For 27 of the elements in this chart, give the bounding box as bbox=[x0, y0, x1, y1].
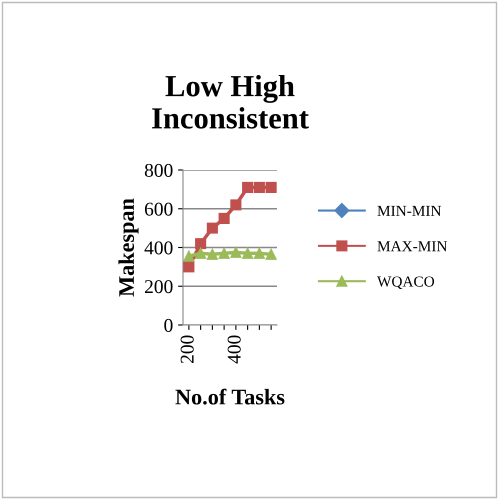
point bbox=[242, 182, 254, 193]
y-tick-label: 200 bbox=[144, 280, 173, 294]
point bbox=[183, 250, 194, 262]
point bbox=[183, 261, 194, 272]
point bbox=[230, 199, 242, 210]
point bbox=[195, 248, 206, 259]
point bbox=[195, 238, 206, 250]
point bbox=[206, 222, 218, 234]
legend-label: MAX-MIN bbox=[377, 241, 448, 252]
y-tick-label: 400 bbox=[144, 241, 173, 254]
y-tick-label: 600 bbox=[144, 202, 173, 216]
y-axis-title: Makespan bbox=[118, 198, 139, 297]
point bbox=[266, 248, 277, 260]
legend-label: MIN-MIN bbox=[377, 206, 442, 216]
chart-title: Low High Inconsistent bbox=[152, 74, 309, 129]
point bbox=[206, 248, 218, 260]
point bbox=[218, 212, 230, 224]
point bbox=[218, 248, 230, 259]
y-tick-label: 800 bbox=[144, 164, 173, 177]
point bbox=[266, 182, 277, 193]
point bbox=[254, 182, 265, 193]
legend-label: WQACO bbox=[377, 276, 434, 290]
point bbox=[242, 248, 254, 259]
y-tick-label: 0 bbox=[164, 318, 173, 332]
point bbox=[230, 246, 242, 258]
point bbox=[254, 248, 265, 259]
x-axis-title: No.of Tasks bbox=[175, 388, 284, 405]
